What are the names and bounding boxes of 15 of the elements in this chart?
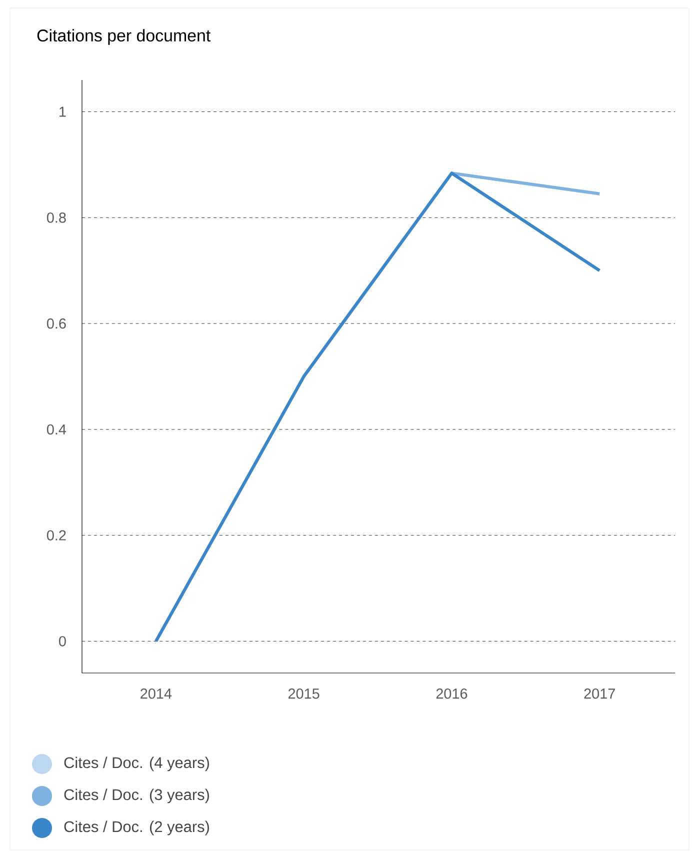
legend-label: Cites / Doc. (2 years) bbox=[64, 820, 209, 836]
x-tick-label: 2016 bbox=[436, 688, 468, 699]
line-series bbox=[154, 172, 602, 643]
legend-label: Cites / Doc. (3 years) bbox=[64, 788, 209, 804]
legend-label: Cites / Doc. (4 years) bbox=[64, 756, 209, 772]
y-tick-label: 0.8 bbox=[46, 212, 66, 223]
y-tick-label: 1 bbox=[60, 106, 66, 117]
y-tick-label: 0.2 bbox=[46, 530, 66, 540]
x-tick-label: 2015 bbox=[288, 688, 320, 699]
x-tick-label: 2014 bbox=[140, 688, 172, 699]
x-tick-label: 2017 bbox=[584, 688, 615, 699]
chart-title: Citations per document bbox=[37, 29, 211, 45]
y-tick-label: 0 bbox=[59, 636, 66, 646]
y-tick-label: 0.6 bbox=[46, 318, 66, 329]
y-tick-label: 0.4 bbox=[46, 424, 66, 435]
